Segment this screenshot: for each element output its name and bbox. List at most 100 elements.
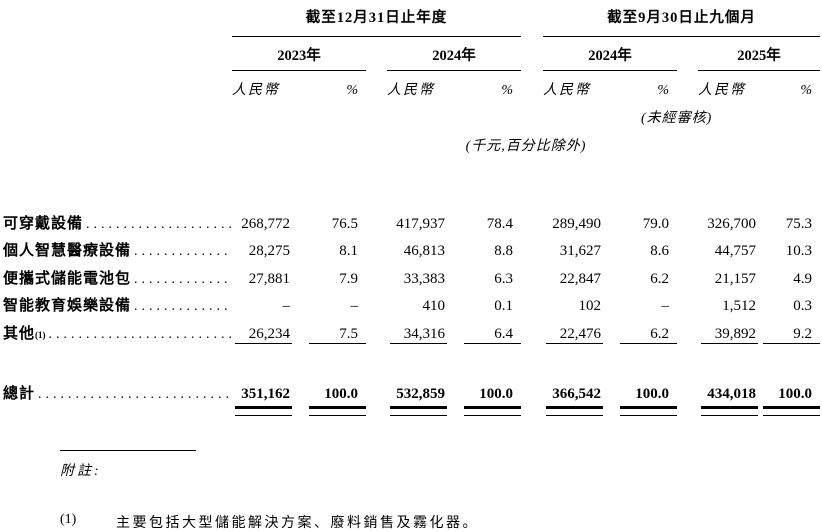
value-cell: 7.9 [339, 270, 358, 287]
unit-note: (千元,百分比除外) [465, 139, 587, 154]
value-cell: 33,383 [403, 270, 445, 287]
table-row: 便攜式儲能電池包 27,881 7.9 33,383 6.3 22,847 6.… [3, 260, 820, 288]
double-rule [701, 405, 759, 416]
double-rule [309, 405, 366, 416]
double-rule [464, 405, 522, 416]
footnote-text: 主要包括大型儲能解決方案、廢料銷售及霧化器。 [116, 515, 479, 531]
column-rule [763, 342, 821, 344]
value-cell: 417,937 [396, 215, 445, 232]
total-value-cell: 100.0 [778, 385, 813, 402]
leader-dots [46, 326, 232, 343]
table-row-unaudited: (未經審核) [3, 104, 820, 127]
value-cell: 268,772 [241, 215, 290, 232]
total-value-cell: 351,162 [241, 385, 290, 402]
value-cell: 326,700 [707, 215, 757, 232]
table-row-period-groups: 截至12月31日止年度 截至9月30日止九個月 [3, 6, 821, 37]
row-label: 可穿戴設備 [3, 215, 84, 232]
value-cell: – [661, 298, 670, 314]
column-rule [546, 342, 604, 344]
value-cell: 26,234 [248, 325, 290, 342]
double-rule [235, 405, 292, 416]
double-rule [620, 405, 678, 416]
unaudited-note: (未經審核) [641, 111, 713, 126]
total-value-cell: 532,859 [396, 385, 445, 402]
value-cell: 8.6 [650, 243, 670, 259]
double-rule [763, 405, 821, 416]
value-cell: 31,627 [559, 243, 602, 259]
leader-dots [131, 271, 232, 288]
value-cell: – [282, 298, 291, 314]
value-cell: 102 [578, 298, 602, 314]
leader-dots [83, 216, 232, 233]
footnote-marker: (1) [60, 511, 77, 527]
period-group-9m: 截至9月30日止九個月 [543, 6, 821, 37]
currency-header: 人民幣 [698, 83, 747, 98]
year-header-2024: 2024年 [387, 36, 522, 71]
table-row: 可穿戴設備 268,772 76.5 417,937 78.4 289,490 … [3, 205, 820, 233]
value-cell: – [350, 298, 359, 314]
value-cell: 79.0 [642, 215, 670, 232]
row-label: 其他 [3, 325, 36, 342]
percent-header: % [346, 83, 358, 98]
value-cell: 410 [422, 298, 446, 314]
value-cell: 39,892 [714, 325, 757, 342]
row-label: 便攜式儲能電池包 [3, 270, 132, 287]
currency-header: 人民幣 [387, 83, 435, 98]
table-row: 智能教育娛樂設備 – – 410 0.1 102 – 1,512 0.3 [3, 288, 820, 316]
total-value-cell: 100.0 [635, 385, 670, 402]
currency-header: 人民幣 [543, 83, 592, 98]
period-group-fy: 截至12月31日止年度 [232, 6, 522, 37]
value-cell: 28,275 [248, 243, 290, 259]
value-cell: 6.3 [494, 270, 514, 287]
value-cell: 6.2 [650, 325, 670, 342]
table-row: 其他(1) 26,234 7.5 34,316 6.4 22,476 6.2 3… [3, 315, 820, 343]
value-cell: 76.5 [331, 215, 358, 232]
currency-header: 人民幣 [232, 83, 280, 98]
total-label: 總計 [3, 385, 36, 402]
value-cell: 1,512 [722, 298, 757, 314]
table-row-total-rule [3, 403, 821, 420]
value-cell: 289,490 [552, 215, 602, 232]
column-rule [390, 342, 447, 344]
value-cell: 27,881 [248, 270, 290, 287]
double-rule [390, 405, 447, 416]
footnote-heading: 附註: [60, 463, 102, 479]
year-header-2023: 2023年 [232, 36, 366, 71]
footnote-ref: (1) [35, 329, 46, 340]
value-cell: 0.1 [494, 298, 514, 314]
value-cell: 0.3 [793, 298, 813, 314]
value-cell: 9.2 [793, 325, 813, 342]
table-row-units: (千元,百分比除外) [3, 127, 820, 155]
leader-dots [131, 298, 232, 315]
table-row-years: 2023年 2024年 2024年 2025年 [3, 36, 821, 71]
percent-header: % [657, 83, 670, 98]
year-header-2024-9m: 2024年 [543, 36, 678, 71]
value-cell: 46,813 [403, 243, 445, 259]
value-cell: 7.5 [339, 325, 358, 342]
table-row: 個人智慧醫療設備 28,275 8.1 46,813 8.8 31,627 8.… [3, 233, 820, 261]
column-rule [235, 342, 292, 344]
value-cell: 44,757 [714, 243, 757, 259]
row-label: 智能教育娛樂設備 [3, 298, 132, 314]
value-cell: 8.1 [339, 243, 358, 259]
leader-dots [35, 386, 232, 403]
table-row-subheaders: 人民幣 % 人民幣 % 人民幣 % 人民幣 % [3, 71, 820, 105]
column-rule [620, 342, 678, 344]
value-cell: 75.3 [785, 215, 813, 232]
value-cell: 21,157 [714, 270, 757, 287]
value-cell: 8.8 [494, 243, 514, 259]
percent-header: % [501, 83, 514, 98]
year-header-2025: 2025年 [698, 36, 821, 71]
table-row-total: 總計 351,162 100.0 532,859 100.0 366,542 1… [3, 377, 820, 403]
value-cell: 22,847 [559, 270, 602, 287]
total-value-cell: 100.0 [479, 385, 514, 402]
row-label: 個人智慧醫療設備 [3, 243, 132, 259]
percent-header: % [800, 83, 813, 98]
total-value-cell: 434,018 [707, 385, 757, 402]
column-rule [309, 342, 366, 344]
value-cell: 6.2 [650, 270, 670, 287]
total-value-cell: 366,542 [552, 385, 602, 402]
table-row-subtotal-rule [3, 342, 821, 351]
value-cell: 22,476 [559, 325, 602, 342]
